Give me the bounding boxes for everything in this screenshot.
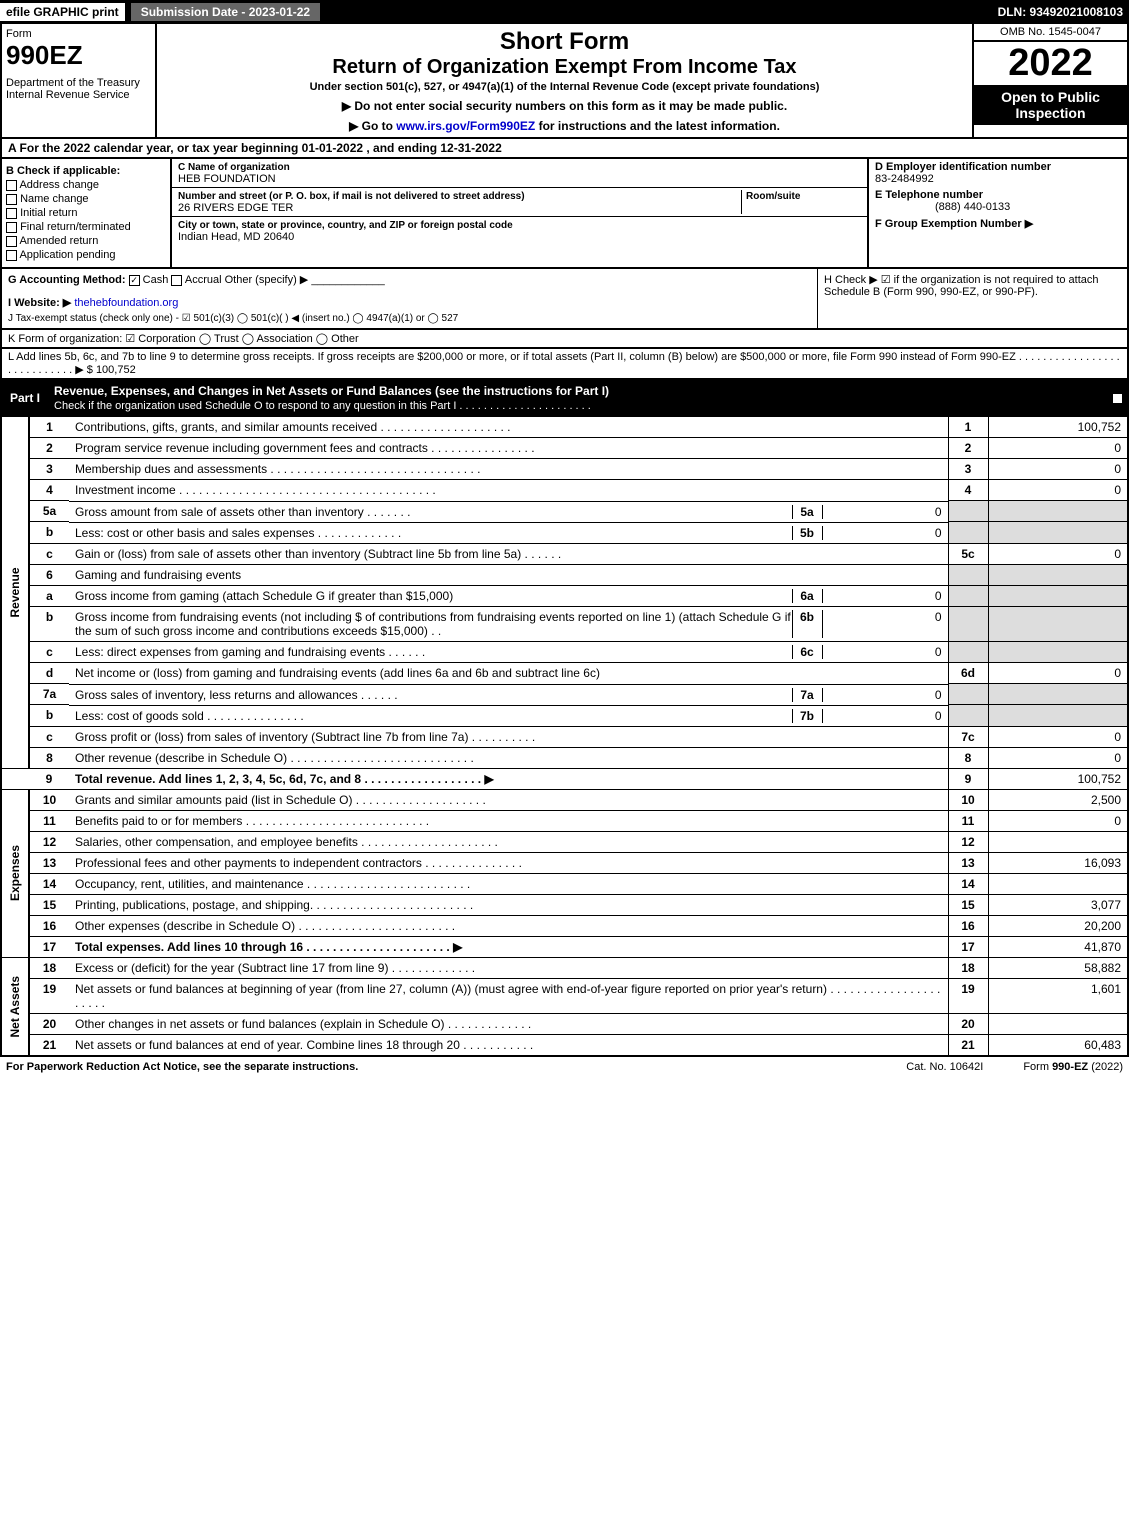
line1-amt: 100,752 (988, 417, 1128, 438)
h-schedule-b: H Check ▶ ☑ if the organization is not r… (817, 269, 1127, 328)
subtitle: Under section 501(c), 527, or 4947(a)(1)… (165, 81, 964, 93)
org-name: HEB FOUNDATION (178, 173, 276, 185)
open-to-public: Open to Public Inspection (974, 85, 1127, 125)
section-c: C Name of organization HEB FOUNDATION Nu… (172, 159, 867, 267)
form-label: Form (6, 28, 151, 40)
chk-final-return[interactable] (6, 222, 17, 233)
e-tel-lbl: E Telephone number (875, 189, 983, 201)
form-header: Form 990EZ Department of the Treasury In… (0, 24, 1129, 139)
f-grp-lbl: F Group Exemption Number ▶ (875, 218, 1033, 230)
i-label: I Website: ▶ (8, 297, 71, 309)
form-ref: Form 990-EZ (2022) (1023, 1061, 1123, 1073)
paperwork-notice: For Paperwork Reduction Act Notice, see … (6, 1061, 358, 1073)
line17-total-expenses: 41,870 (988, 936, 1128, 957)
instr-ssn: ▶ Do not enter social security numbers o… (165, 99, 964, 113)
row-k: K Form of organization: ☑ Corporation ◯ … (0, 330, 1129, 349)
chk-cash[interactable]: ✓ (129, 275, 140, 286)
part1-title: Revenue, Expenses, and Changes in Net As… (54, 384, 609, 398)
cat-no: Cat. No. 10642I (906, 1061, 983, 1073)
tel-value: (888) 440-0133 (875, 201, 1010, 213)
line21-net-assets-end: 60,483 (988, 1034, 1128, 1056)
d-ein-lbl: D Employer identification number (875, 161, 1051, 173)
chk-initial-return[interactable] (6, 208, 17, 219)
chk-application-pending[interactable] (6, 250, 17, 261)
g-label: G Accounting Method: (8, 274, 126, 286)
section-b: B Check if applicable: Address change Na… (2, 159, 172, 267)
chk-address-change[interactable] (6, 180, 17, 191)
part1-table: Revenue 1Contributions, gifts, grants, a… (0, 416, 1129, 1057)
line9-total-revenue: 100,752 (988, 768, 1128, 789)
b-title: B Check if applicable: (6, 165, 166, 177)
netassets-label: Net Assets (1, 957, 29, 1056)
c-name-lbl: C Name of organization (178, 162, 290, 173)
chk-accrual[interactable] (171, 275, 182, 286)
part1-label: Part I (0, 387, 50, 409)
l-amount: 100,752 (96, 364, 136, 376)
info-block: B Check if applicable: Address change Na… (0, 159, 1129, 269)
website-link[interactable]: thehebfoundation.org (74, 297, 178, 309)
title-return: Return of Organization Exempt From Incom… (165, 56, 964, 79)
title-short-form: Short Form (165, 28, 964, 56)
row-a-calendar-year: A For the 2022 calendar year, or tax yea… (0, 139, 1129, 159)
c-city-lbl: City or town, state or province, country… (178, 220, 513, 231)
part1-header: Part I Revenue, Expenses, and Changes in… (0, 380, 1129, 416)
part1-sub: Check if the organization used Schedule … (54, 400, 591, 412)
chk-schedule-o[interactable]: ✓ (1112, 393, 1123, 404)
department: Department of the Treasury Internal Reve… (6, 77, 151, 101)
submission-date: Submission Date - 2023-01-22 (129, 1, 322, 23)
section-def: D Employer identification number83-24849… (867, 159, 1127, 267)
tax-year: 2022 (974, 42, 1127, 85)
instr-goto: ▶ Go to www.irs.gov/Form990EZ for instru… (165, 119, 964, 133)
c-street-lbl: Number and street (or P. O. box, if mail… (178, 191, 525, 202)
org-street: 26 RIVERS EDGE TER (178, 202, 293, 214)
irs-link[interactable]: www.irs.gov/Form990EZ (396, 119, 535, 133)
form-number: 990EZ (6, 40, 151, 71)
ein-value: 83-2484992 (875, 173, 934, 185)
dln: DLN: 93492021008103 (998, 5, 1129, 19)
j-tax-status: J Tax-exempt status (check only one) - ☑… (8, 313, 811, 324)
omb-number: OMB No. 1545-0047 (974, 24, 1127, 42)
org-city: Indian Head, MD 20640 (178, 231, 294, 243)
revenue-label: Revenue (1, 417, 29, 769)
c-room-lbl: Room/suite (746, 191, 800, 202)
footer: For Paperwork Reduction Act Notice, see … (0, 1057, 1129, 1077)
chk-name-change[interactable] (6, 194, 17, 205)
row-l: L Add lines 5b, 6c, and 7b to line 9 to … (0, 349, 1129, 380)
chk-amended-return[interactable] (6, 236, 17, 247)
top-bar: efile GRAPHIC print Submission Date - 20… (0, 0, 1129, 24)
efile-label[interactable]: efile GRAPHIC print (0, 3, 125, 21)
row-gh: G Accounting Method: ✓ Cash Accrual Othe… (0, 269, 1129, 330)
expenses-label: Expenses (1, 789, 29, 957)
